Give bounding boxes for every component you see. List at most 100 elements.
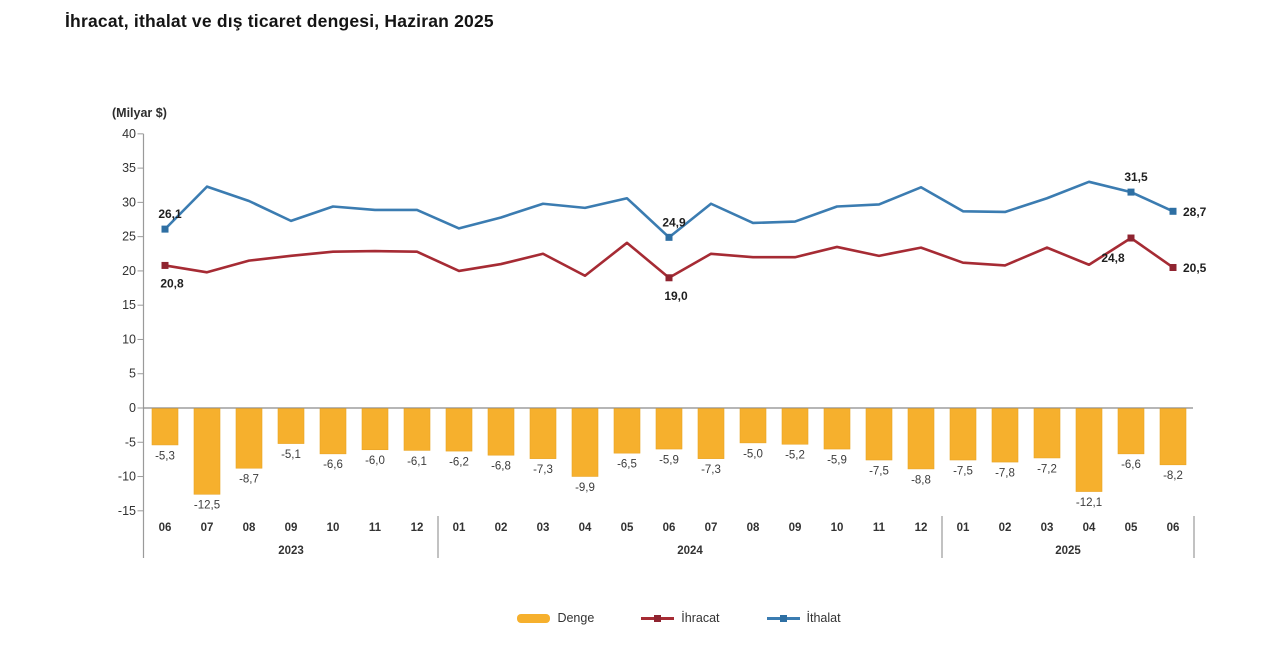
legend-item-denge: Denge	[517, 611, 594, 625]
bar-value-label: -5,9	[827, 454, 847, 466]
y-tick-label: 10	[122, 332, 136, 346]
point-label: 24,8	[1101, 251, 1125, 265]
line-i̇hracat	[163, 236, 1175, 280]
bar-denge	[823, 408, 851, 450]
x-month-label: 12	[411, 522, 424, 534]
x-month-label: 08	[747, 522, 760, 534]
x-month-label: 01	[453, 522, 466, 534]
bar-value-label: -8,8	[911, 474, 931, 486]
y-tick-label: 0	[129, 401, 136, 415]
legend-label-denge: Denge	[557, 611, 595, 625]
x-year-label: 2025	[1055, 545, 1081, 557]
x-month-label: 09	[285, 522, 298, 534]
y-tick-label: 20	[122, 264, 136, 278]
bar-denge	[1075, 408, 1103, 492]
y-tick-label: 15	[122, 298, 136, 312]
chart-title: İhracat, ithalat ve dış ticaret dengesi,…	[65, 11, 494, 31]
point-label: 20,8	[160, 276, 184, 290]
bar-denge	[361, 408, 389, 451]
x-month-label: 05	[621, 522, 634, 534]
x-month-label: 11	[369, 522, 382, 534]
point-label: 28,7	[1183, 205, 1207, 219]
legend-label-ithalat: İthalat	[806, 611, 841, 625]
legend-swatch-ihracat	[641, 614, 675, 622]
bar-denge	[487, 408, 515, 456]
bar-value-label: -5,0	[743, 448, 763, 460]
y-tick-label: -10	[118, 470, 136, 484]
bar-value-label: -5,9	[659, 454, 679, 466]
bar-denge	[319, 408, 347, 455]
bar-value-label: -6,8	[491, 461, 511, 473]
legend-item-ithalat: İthalat	[766, 611, 841, 625]
bar-denge	[991, 408, 1019, 463]
x-month-label: 05	[1125, 522, 1138, 534]
x-month-label: 03	[1041, 522, 1054, 534]
y-tick-label: 5	[129, 367, 136, 381]
x-year-label: 2024	[677, 545, 703, 557]
bar-value-label: -7,2	[1037, 463, 1057, 475]
point-label: 20,5	[1183, 261, 1207, 275]
bar-denge	[151, 408, 179, 446]
bar-denge	[865, 408, 893, 461]
x-month-label: 06	[159, 522, 172, 534]
bar-denge	[235, 408, 263, 469]
legend: Denge İhracat İthalat	[0, 611, 1280, 625]
bar-value-label: -12,5	[194, 500, 220, 512]
bar-value-label: -12,1	[1076, 497, 1102, 509]
x-month-label: 07	[201, 522, 214, 534]
x-month-label: 02	[999, 522, 1012, 534]
point-label: 24,9	[662, 215, 686, 229]
legend-marker-ithalat	[779, 614, 787, 622]
x-month-label: 04	[579, 522, 592, 534]
x-month-label: 10	[831, 522, 844, 534]
x-month-label: 06	[1167, 522, 1180, 534]
legend-swatch-denge	[517, 613, 551, 623]
x-month-label: 11	[873, 522, 886, 534]
bar-denge	[529, 408, 557, 459]
x-month-label: 07	[705, 522, 718, 534]
x-month-label: 01	[957, 522, 970, 534]
bar-value-label: -6,6	[1121, 459, 1141, 471]
bar-value-label: -8,2	[1163, 470, 1183, 482]
marker-i̇thalat	[1127, 188, 1135, 196]
bar-value-label: -8,7	[239, 474, 259, 486]
bar-value-label: -6,1	[407, 456, 427, 468]
point-label: 19,0	[664, 289, 688, 303]
x-month-label: 06	[663, 522, 676, 534]
bar-denge	[613, 408, 641, 454]
bar-value-label: -7,5	[953, 465, 973, 477]
bar-value-label: -6,6	[323, 459, 343, 471]
bar-denge	[1033, 408, 1061, 459]
bar-denge	[739, 408, 767, 444]
bar-denge	[403, 408, 431, 451]
x-month-label: 03	[537, 522, 550, 534]
point-label: 31,5	[1124, 170, 1148, 184]
y-tick-label: 25	[122, 230, 136, 244]
y-tick-label: 35	[122, 161, 136, 175]
bar-value-label: -7,3	[533, 464, 553, 476]
bar-value-label: -6,2	[449, 456, 469, 468]
x-month-label: 02	[495, 522, 508, 534]
bar-denge	[781, 408, 809, 445]
bar-value-label: -5,2	[785, 450, 805, 462]
legend-label-ihracat: İhracat	[681, 611, 720, 625]
bar-denge	[949, 408, 977, 461]
x-year-label: 2023	[278, 545, 304, 557]
x-month-label: 12	[915, 522, 928, 534]
bar-value-label: -7,3	[701, 464, 721, 476]
y-tick-label: -5	[125, 435, 136, 449]
bar-denge	[1117, 408, 1145, 455]
marker-i̇hracat	[1127, 234, 1135, 242]
trade-combo-chart: 40 35 30 25 20 15 10 5 0 -5 -10 -15 -5,3 -12,5 -8,7 -5,…	[118, 127, 1207, 558]
bar-value-label: -7,8	[995, 467, 1015, 479]
marker-i̇thalat	[161, 225, 169, 233]
x-month-label: 04	[1083, 522, 1096, 534]
bar-value-label: -6,0	[365, 455, 385, 467]
point-label: 26,1	[158, 207, 182, 221]
y-tick-label: 40	[122, 127, 136, 141]
bar-denge	[193, 408, 221, 495]
x-month-label: 10	[327, 522, 340, 534]
legend-swatch-ithalat	[766, 614, 800, 622]
y-tick-label: 30	[122, 195, 136, 209]
